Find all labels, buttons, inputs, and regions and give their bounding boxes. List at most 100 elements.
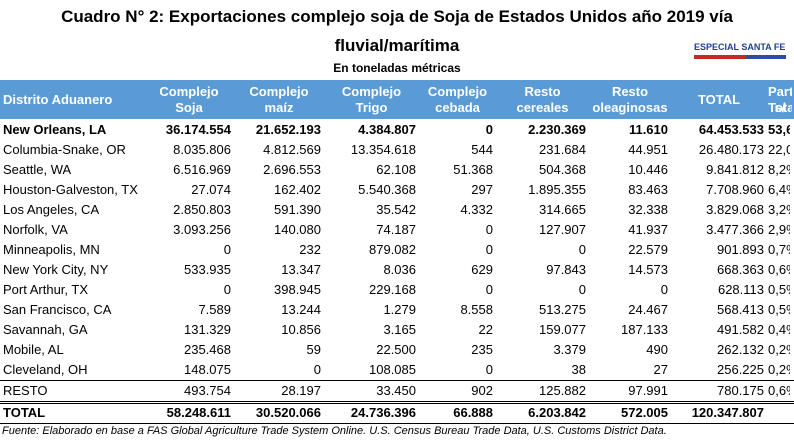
row-label: Savannah, GA [3, 322, 88, 337]
cell: 0 [313, 362, 321, 377]
cell: 140.080 [274, 222, 321, 237]
cell: 97.843 [546, 262, 586, 277]
cell: 3.829.068 [706, 202, 764, 217]
row-label: Seattle, WA [3, 162, 72, 177]
row-separator [0, 423, 794, 424]
cell: 3.379 [553, 342, 586, 357]
row-label: New Orleans, LA [3, 122, 107, 137]
cell: 491.582 [717, 322, 764, 337]
cell: 1.895.355 [528, 182, 586, 197]
cell: 28.197 [281, 383, 321, 398]
cell: 4.812.569 [263, 142, 321, 157]
cell: 235 [471, 342, 493, 357]
cell: 3.165 [383, 322, 416, 337]
cell: 0,5% [768, 302, 790, 317]
cell: 148.075 [184, 362, 231, 377]
cell: 3,2% [768, 202, 790, 217]
cell: 629 [471, 262, 493, 277]
row-separator [0, 401, 794, 402]
cell: 162.402 [274, 182, 321, 197]
row-label: Houston-Galveston, TX [3, 182, 138, 197]
cell: 2.696.553 [263, 162, 321, 177]
cell: 513.275 [539, 302, 586, 317]
cell: 22.579 [628, 242, 668, 257]
cell: 9.841.812 [706, 162, 764, 177]
header-row [0, 80, 794, 119]
cell: 2,9% [768, 222, 790, 237]
cell: 187.133 [621, 322, 668, 337]
column-header: Soja [175, 99, 203, 115]
cell: 8,2% [768, 162, 790, 177]
column-header: Complejo [159, 83, 219, 99]
cell: 3.477.366 [706, 222, 764, 237]
cell: 544 [471, 142, 493, 157]
cell: 58.248.611 [166, 405, 231, 420]
cell: 493.754 [184, 383, 231, 398]
cell: 398.945 [274, 282, 321, 297]
logo-bar [746, 55, 786, 59]
cell: 0 [485, 222, 493, 237]
cell: 4.332 [460, 202, 493, 217]
cell: 59 [306, 342, 321, 357]
column-header: Trigo [355, 99, 388, 115]
cell: 30.520.066 [255, 405, 321, 420]
cell: 0,7% [768, 242, 790, 257]
cell: 879.082 [369, 242, 416, 257]
cell: 24.467 [628, 302, 668, 317]
cell: 1.279 [383, 302, 416, 317]
cell: 568.413 [717, 302, 764, 317]
cell: 35.542 [376, 202, 416, 217]
row-label: RESTO [3, 383, 48, 398]
cell: 0 [578, 242, 586, 257]
cell: 231.684 [539, 142, 586, 157]
cell: 66.888 [453, 405, 493, 420]
cell: 262.132 [717, 342, 764, 357]
cell: 97.991 [628, 383, 668, 398]
cell: 13.244 [281, 302, 321, 317]
column-header: Complejo [427, 83, 488, 99]
row-separator [0, 403, 794, 404]
column-header: cereales [516, 99, 569, 115]
row-label: Cleveland, OH [3, 362, 88, 377]
cell: 32.338 [628, 202, 668, 217]
cell: 0,6% [768, 262, 790, 277]
cell: 27 [653, 362, 668, 377]
row-label: Norfolk, VA [3, 222, 68, 237]
cell: 120.347.807 [691, 405, 764, 420]
cell: 22 [478, 322, 493, 337]
title: Cuadro N° 2: Exportaciones complejo soja… [61, 7, 733, 26]
column-header: Complejo [341, 83, 402, 99]
cell: 0,5% [768, 282, 790, 297]
row-label: Port Arthur, TX [3, 282, 89, 297]
cell: 6.203.842 [528, 405, 586, 420]
cell: 572.005 [621, 405, 668, 420]
title: fluvial/marítima [334, 36, 460, 55]
cell: 159.077 [539, 322, 586, 337]
cell: 0 [660, 282, 668, 297]
cell: 0,4% [768, 322, 790, 337]
cell: 297 [471, 182, 493, 197]
row-label: Mobile, AL [3, 342, 64, 357]
cell: 314.665 [539, 202, 586, 217]
cell: 8.558 [460, 302, 493, 317]
column-header: TOTAL [697, 91, 741, 107]
cell: 7.708.960 [706, 182, 764, 197]
column-header: maíz [264, 99, 294, 115]
row-label: Columbia-Snake, OR [3, 142, 126, 157]
cell: 10.856 [281, 322, 321, 337]
cell: 131.329 [184, 322, 231, 337]
cell: 7.589 [198, 302, 231, 317]
cell: 108.085 [369, 362, 416, 377]
cell: 0 [485, 362, 493, 377]
cell: 256.225 [717, 362, 764, 377]
cell: 0,2% [768, 342, 790, 357]
cell: 27.074 [191, 182, 231, 197]
column-header: Resto [524, 83, 561, 99]
cell: 3.093.256 [173, 222, 231, 237]
cell: 0 [485, 122, 493, 137]
column-header: Distrito Aduanero [3, 91, 113, 107]
cell: 0 [485, 242, 493, 257]
row-label: Los Angeles, CA [3, 202, 100, 217]
column-header: Resto [611, 83, 649, 99]
cell: 10.446 [628, 162, 668, 177]
